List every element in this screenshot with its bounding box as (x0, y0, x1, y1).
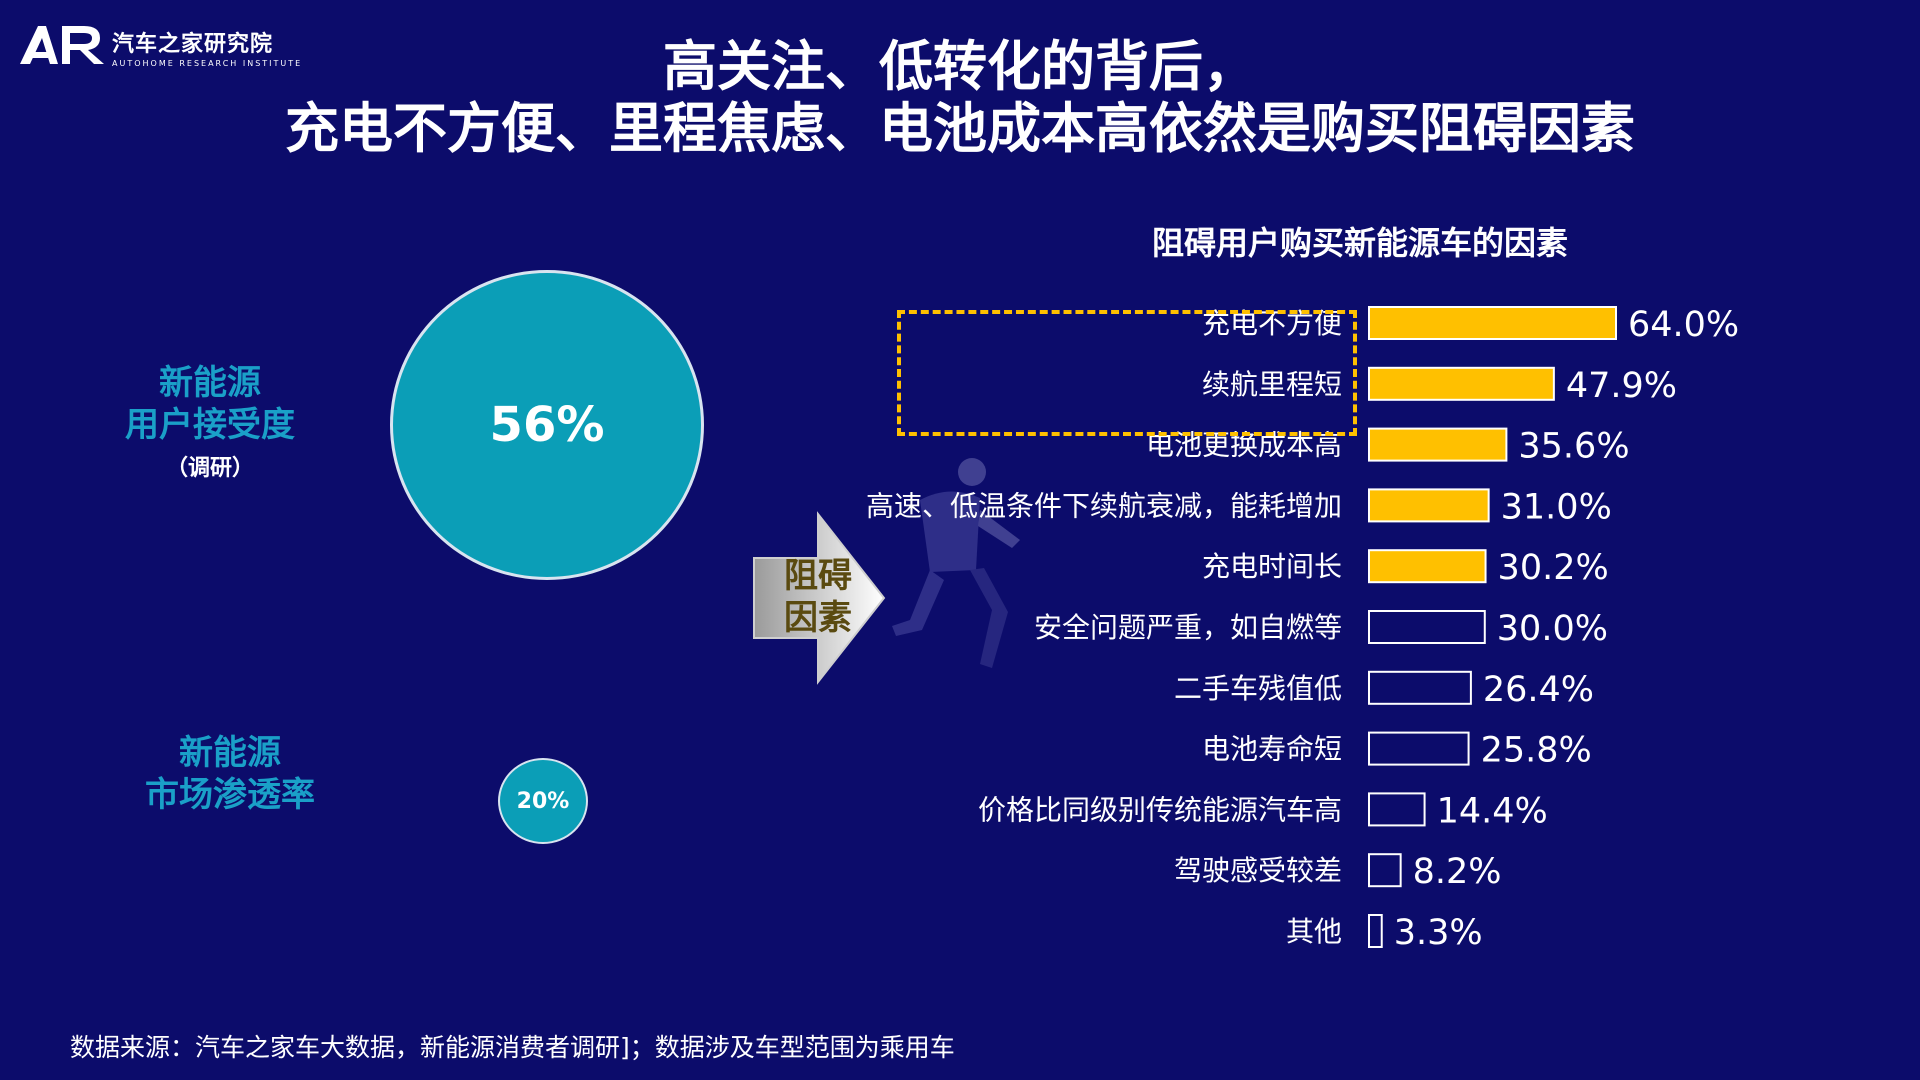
category-label-10: 其他 (1286, 915, 1342, 948)
bar-8 (1368, 792, 1426, 827)
penetration-value: 20% (516, 788, 570, 814)
arrow-right-icon (753, 511, 886, 685)
bar-5 (1368, 610, 1486, 644)
bar-4 (1368, 549, 1487, 584)
autohome-logo-icon (20, 26, 104, 64)
bar-2 (1368, 427, 1508, 462)
bar-1 (1368, 366, 1555, 401)
bar-9 (1368, 853, 1402, 888)
value-label-7: 25.8% (1481, 731, 1592, 771)
page-title-line1: 高关注、低转化的背后， (663, 35, 1257, 98)
acceptance-note: （调研） (165, 456, 254, 481)
bar-6 (1368, 670, 1472, 705)
penetration-label-line2: 市场渗透率 (145, 775, 315, 815)
bar-10 (1368, 914, 1383, 948)
value-label-9: 8.2% (1413, 852, 1502, 892)
value-label-4: 30.2% (1498, 548, 1609, 588)
highlight-box (897, 310, 1357, 436)
acceptance-label: 新能源 用户接受度 (110, 362, 310, 446)
category-label-8: 价格比同级别传统能源汽车高 (978, 793, 1342, 826)
acceptance-bubble: 56% (390, 270, 704, 580)
value-label-0: 64.0% (1628, 305, 1739, 345)
value-label-8: 14.4% (1437, 791, 1548, 831)
category-label-1: 续航里程短 (1202, 368, 1342, 401)
arrow-label-line1: 阻碍 (784, 556, 852, 596)
category-label-6: 二手车残值低 (1174, 672, 1342, 705)
penetration-bubble: 20% (498, 758, 588, 844)
category-label-4: 充电时间长 (1202, 550, 1342, 583)
chart-title: 阻碍用户购买新能源车的因素 (1151, 224, 1568, 262)
value-label-1: 47.9% (1566, 366, 1677, 406)
penetration-label: 新能源 市场渗透率 (110, 732, 350, 816)
value-label-3: 31.0% (1501, 487, 1612, 527)
value-label-10: 3.3% (1394, 913, 1483, 953)
penetration-label-line1: 新能源 (179, 733, 281, 773)
category-label-5: 安全问题严重，如自燃等 (1034, 611, 1342, 644)
page-title-line2: 充电不方便、里程焦虑、电池成本高依然是购买阻碍因素 (285, 97, 1635, 160)
value-label-2: 35.6% (1518, 427, 1629, 467)
bar-3 (1368, 488, 1490, 523)
bar-7 (1368, 731, 1470, 766)
bar-0 (1368, 306, 1617, 340)
logo-subtitle: AUTOHOME RESEARCH INSTITUTE (112, 59, 303, 68)
value-label-6: 26.4% (1483, 670, 1594, 710)
arrow-label: 阻碍 因素 (778, 555, 858, 639)
running-person-icon (892, 458, 1020, 668)
category-label-9: 驾驶感受较差 (1174, 854, 1342, 887)
acceptance-value: 56% (489, 397, 605, 453)
logo: 汽车之家研究院 AUTOHOME RESEARCH INSTITUTE (18, 22, 302, 68)
arrow-label-line2: 因素 (784, 598, 852, 638)
acceptance-label-line2: 用户接受度 (125, 405, 295, 445)
category-label-7: 电池寿命短 (1202, 733, 1342, 766)
acceptance-label-line1: 新能源 (159, 363, 261, 403)
category-label-3: 高速、低温条件下续航衰减，能耗增加 (866, 489, 1342, 522)
value-label-5: 30.0% (1497, 609, 1608, 649)
data-source-note: 数据来源：汽车之家车大数据，新能源消费者调研]；数据涉及车型范围为乘用车 (70, 1033, 955, 1062)
logo-name: 汽车之家研究院 (112, 32, 274, 57)
